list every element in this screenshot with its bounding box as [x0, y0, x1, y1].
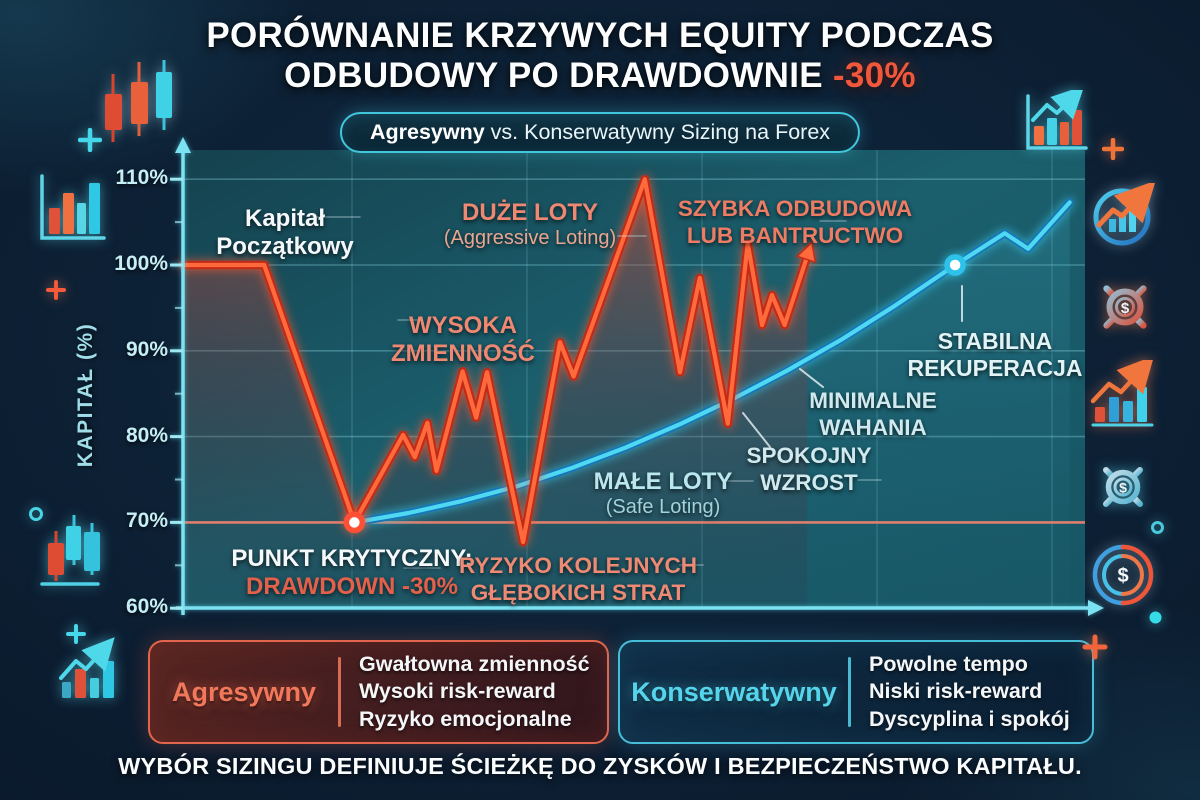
footer-text: WYBÓR SIZINGU DEFINIUJE ŚCIEŻKĘ DO ZYSKÓ…: [118, 753, 1082, 779]
y-tick-label: 90%: [125, 337, 168, 361]
y-axis-ticks: [170, 177, 183, 610]
annotation-minimalne-wahania: MINIMALNE WAHANIA: [809, 388, 937, 440]
subtitle-badge: Agresywny vs. Konserwatywny Sizing na Fo…: [339, 112, 861, 153]
dot-icon: [1149, 611, 1162, 624]
critical-point-marker: [343, 511, 366, 534]
legend-item: Gwałtowna zmienność: [359, 651, 590, 676]
y-tick-label: 70%: [125, 509, 168, 533]
candlestick-chart-icon: [40, 515, 100, 586]
y-tick-label: 100%: [114, 252, 168, 275]
y-axis-label: KAPITAŁ (%): [74, 322, 97, 468]
gear-dollar-icon: $: [1095, 277, 1155, 337]
circle-icon: [1151, 521, 1164, 534]
annotation-ryzyko-strat: RYZYKO KOLEJNYCH GŁĘBOKICH STRAT: [459, 553, 697, 605]
plus-icon: [46, 280, 66, 300]
drawdown-highlight: -30%: [832, 55, 916, 95]
legend-conservative: Konserwatywny Powolne tempo Niski risk-r…: [618, 640, 1094, 744]
growth-bar-chart-icon: [1026, 90, 1088, 150]
svg-text:$: $: [1117, 565, 1128, 587]
legend-item: Wysoki risk-reward: [359, 679, 556, 704]
y-tick-label: 60%: [125, 595, 168, 619]
subtitle-rest: vs. Konserwatywny Sizing na Forex: [484, 120, 831, 144]
legend-item: Niski risk-reward: [869, 679, 1043, 704]
target-dollar-icon: $: [1092, 544, 1154, 606]
annotation-spokojny-wzrost: SPOKOJNY WZROST: [746, 443, 872, 495]
legend-item: Ryzyko emocjonalne: [359, 706, 572, 731]
annotation-wysoka-zmiennosc: WYSOKA ZMIENNOŚĆ: [391, 312, 535, 368]
legend-conservative-items: Powolne tempo Niski risk-reward Dyscypli…: [851, 651, 1070, 734]
plus-icon: [1102, 138, 1124, 160]
growth-bar-chart-icon: [59, 637, 115, 698]
annotation-stabilna-rekuperacja: STABILNA REKUPERACJA: [907, 328, 1083, 382]
plus-icon: [1082, 634, 1108, 660]
svg-text:$: $: [1121, 300, 1130, 317]
legend-aggressive-items: Gwałtowna zmienność Wysoki risk-reward R…: [341, 651, 590, 734]
growth-bar-chart-icon: [1090, 360, 1155, 427]
recovery-point-marker: [944, 254, 966, 276]
legend-aggressive: Agresywny Gwałtowna zmienność Wysoki ris…: [148, 640, 609, 744]
y-tick-label: 110%: [115, 166, 168, 190]
gear-dollar-icon: $: [1096, 460, 1150, 514]
bar-chart-icon: [40, 174, 106, 240]
legend-item: Dyscyplina i spokój: [869, 706, 1070, 731]
y-tick-label: 80%: [125, 423, 168, 447]
annotation-szybka-odbudowa: SZYBKA ODBUDOWA LUB BANTRUCTWO: [677, 196, 913, 248]
legend-conservative-name: Konserwatywny: [631, 676, 837, 707]
title-line-1: PORÓWNANIE KRZYWYCH EQUITY PODCZAS: [206, 16, 994, 55]
svg-text:$: $: [1119, 480, 1127, 496]
plus-icon: [78, 128, 102, 152]
circle-growth-icon: [1093, 183, 1156, 246]
candlestick-chart-icon: [105, 60, 172, 142]
annotation-duze-loty: DUŻE LOTY (Aggressive Loting): [443, 199, 617, 250]
legend-item: Powolne tempo: [869, 651, 1028, 676]
subtitle-bold: Agresywny: [369, 120, 485, 144]
legend-aggressive-name: Agresywny: [171, 676, 317, 707]
annotation-kapital-poczatkowy: Kapitał Początkowy: [216, 205, 354, 261]
